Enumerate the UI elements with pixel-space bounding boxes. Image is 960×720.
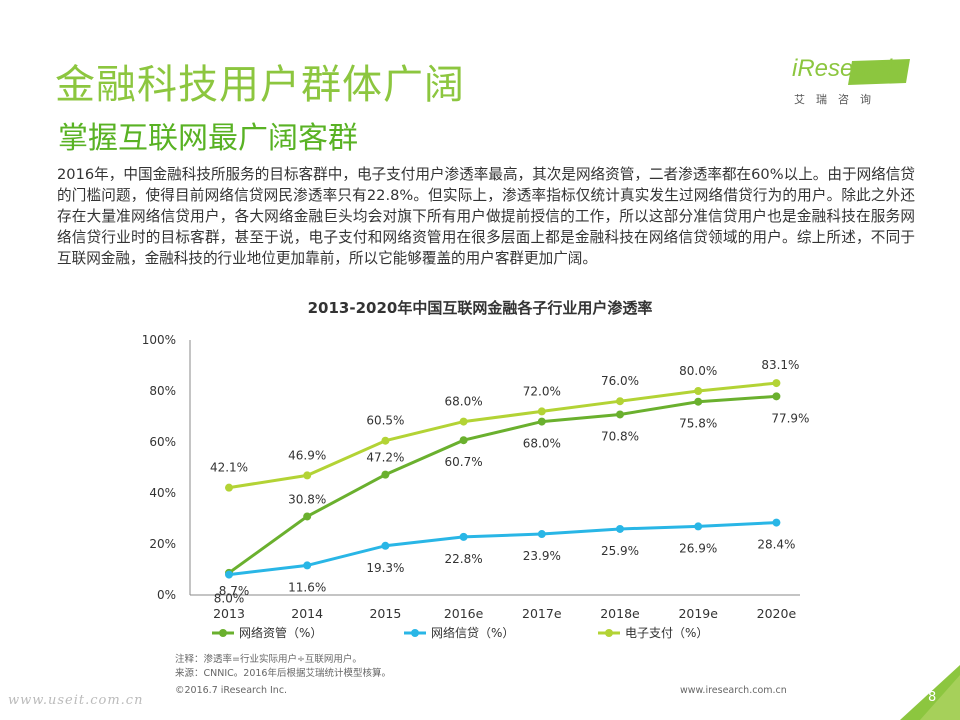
x-tick-label: 2014 bbox=[291, 606, 323, 621]
legend-label: 网络资管（%） bbox=[239, 625, 322, 640]
chart-title: 2013-2020年中国互联网金融各子行业用户渗透率 bbox=[307, 299, 653, 317]
y-tick-label: 0% bbox=[157, 588, 176, 602]
y-tick-label: 60% bbox=[149, 435, 176, 449]
data-label: 8.0% bbox=[214, 592, 245, 606]
x-tick-label: 2017e bbox=[522, 606, 562, 621]
data-label: 68.0% bbox=[445, 395, 483, 409]
x-tick-label: 2018e bbox=[600, 606, 640, 621]
data-point bbox=[459, 417, 468, 426]
logo-subtitle: 艾瑞咨询 bbox=[794, 93, 882, 106]
data-point bbox=[303, 561, 312, 570]
data-point bbox=[616, 397, 624, 406]
legend-label: 网络信贷（%） bbox=[431, 625, 514, 640]
legend-swatch-marker bbox=[219, 629, 227, 637]
note-line-1: 注释：渗透率=行业实际用户÷互联网用户。 bbox=[175, 654, 362, 665]
footer-copyright: ©2016.7 iResearch Inc. bbox=[175, 685, 288, 696]
data-point bbox=[537, 407, 546, 416]
data-label: 42.1% bbox=[210, 461, 248, 475]
footer-url: www.iresearch.com.cn bbox=[680, 685, 787, 696]
data-point bbox=[772, 392, 781, 401]
x-tick-label: 2020e bbox=[757, 606, 797, 621]
note-line-2: 来源：CNNIC。2016年后根据艾瑞统计模型核算。 bbox=[175, 668, 391, 679]
data-point bbox=[303, 471, 312, 480]
data-point bbox=[694, 397, 703, 406]
data-label: 23.9% bbox=[523, 549, 561, 563]
data-point bbox=[616, 524, 624, 533]
series-line bbox=[228, 394, 777, 575]
chart-notes: 注释：渗透率=行业实际用户÷互联网用户。 来源：CNNIC。2016年后根据艾瑞… bbox=[175, 653, 391, 681]
data-point bbox=[616, 410, 624, 419]
y-tick-label: 100% bbox=[142, 333, 176, 347]
data-label: 77.9% bbox=[771, 411, 809, 425]
data-label: 68.0% bbox=[523, 437, 561, 451]
logo-brand: iResearch bbox=[792, 55, 901, 82]
x-tick-label: 2016e bbox=[444, 606, 484, 621]
body-paragraph: 2016年，中国金融科技所服务的目标客群中，电子支付用户渗透率最高，其次是网络资… bbox=[57, 166, 915, 267]
data-label: 75.8% bbox=[679, 417, 717, 431]
page-subtitle: 掌握互联网最广阔客群 bbox=[58, 121, 358, 156]
data-point bbox=[772, 518, 781, 527]
legend-label: 电子支付（%） bbox=[625, 626, 708, 640]
data-label: 30.8% bbox=[288, 492, 326, 506]
data-point bbox=[459, 436, 468, 445]
data-label: 19.3% bbox=[366, 561, 404, 575]
data-label: 22.8% bbox=[445, 552, 483, 566]
data-point bbox=[694, 522, 703, 531]
x-tick-label: 2019e bbox=[678, 606, 718, 621]
data-label: 83.1% bbox=[761, 358, 799, 372]
iresearch-logo: iResearch 艾瑞咨询 bbox=[792, 55, 916, 110]
data-label: 60.5% bbox=[366, 414, 404, 428]
data-point bbox=[225, 570, 233, 579]
data-label: 28.4% bbox=[757, 538, 795, 552]
data-label: 26.9% bbox=[679, 541, 717, 555]
data-label: 8.7% bbox=[219, 584, 250, 598]
data-label: 70.8% bbox=[601, 429, 639, 443]
series-line bbox=[228, 521, 777, 577]
data-point bbox=[381, 541, 390, 550]
data-point bbox=[303, 512, 312, 521]
data-label: 25.9% bbox=[601, 544, 639, 558]
data-point bbox=[459, 532, 468, 541]
data-label: 47.2% bbox=[366, 451, 404, 465]
data-point bbox=[694, 387, 703, 395]
data-label: 72.0% bbox=[523, 384, 561, 398]
data-label: 11.6% bbox=[288, 580, 326, 594]
data-point bbox=[381, 470, 390, 479]
legend-swatch-marker bbox=[411, 629, 419, 637]
series-line bbox=[228, 381, 777, 490]
data-point bbox=[772, 379, 781, 388]
data-point bbox=[537, 530, 546, 539]
data-label: 80.0% bbox=[679, 364, 717, 378]
legend-swatch-marker bbox=[605, 629, 613, 637]
x-tick-label: 2015 bbox=[369, 606, 401, 621]
data-label: 46.9% bbox=[288, 448, 326, 462]
x-tick-label: 2013 bbox=[213, 606, 245, 621]
y-tick-label: 20% bbox=[149, 537, 176, 551]
y-tick-label: 40% bbox=[149, 486, 176, 500]
data-point bbox=[537, 417, 546, 426]
data-label: 76.0% bbox=[601, 374, 639, 388]
corner-decoration bbox=[900, 665, 960, 720]
data-point bbox=[381, 436, 390, 445]
y-tick-label: 80% bbox=[149, 384, 176, 398]
page-title: 金融科技用户群体广阔 bbox=[55, 62, 465, 108]
logo-bar-shape bbox=[848, 59, 910, 85]
page-number: 8 bbox=[928, 690, 937, 705]
data-label: 60.7% bbox=[445, 455, 483, 469]
data-point bbox=[225, 483, 233, 492]
watermark: www.useit.com.cn bbox=[8, 693, 144, 708]
